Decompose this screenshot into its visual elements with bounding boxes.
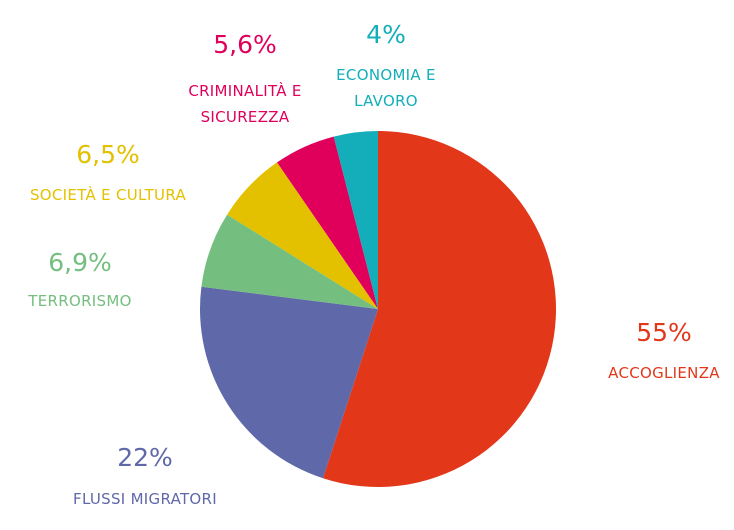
value-label: 22% — [117, 443, 173, 472]
value-label: 55% — [636, 318, 692, 347]
category-label: ECONOMIA E LAVORO — [336, 66, 436, 110]
category-label: SOCIETÀ E CULTURA — [29, 186, 187, 204]
value-label: 4% — [366, 20, 406, 49]
pie-slice — [322, 131, 557, 487]
category-label: TERRORISMO — [28, 292, 132, 310]
category-label: ACCOGLIENZA — [608, 364, 720, 382]
value-label: 6,9% — [48, 248, 112, 277]
pie-slice — [201, 214, 378, 309]
pie-slice — [227, 162, 378, 309]
pie-slice — [277, 136, 378, 309]
category-label: FLUSSI MIGRATORI — [73, 490, 217, 508]
pie-slice — [200, 286, 378, 479]
value-label: 6,5% — [76, 140, 140, 169]
value-label: 5,6% — [213, 30, 277, 59]
category-label: CRIMINALITÀ E SICUREZZA — [188, 82, 302, 126]
pie-slice — [333, 131, 378, 309]
